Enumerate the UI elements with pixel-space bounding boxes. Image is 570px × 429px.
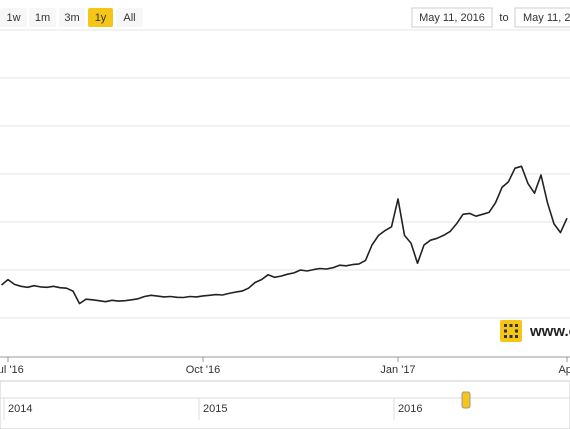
range-button-label[interactable]: 3m xyxy=(64,12,79,24)
navigator-labels: 2014 2015 2016 xyxy=(3,398,422,420)
navigator[interactable] xyxy=(0,380,570,429)
navigator-label: 2014 xyxy=(8,403,32,415)
from-date[interactable]: May 11, 2016 xyxy=(419,12,485,24)
x-tick-label: Oct '16 xyxy=(186,364,221,376)
x-tick-label: Jan '17 xyxy=(380,364,415,376)
range-button[interactable] xyxy=(59,8,85,27)
range-button[interactable] xyxy=(0,8,27,27)
range-button-label[interactable]: All xyxy=(123,12,135,24)
logo xyxy=(500,320,522,342)
range-button-label[interactable]: 1m xyxy=(35,12,50,24)
watermark: www.coindesk.com xyxy=(529,323,570,340)
range-button-label[interactable]: 1w xyxy=(6,12,20,24)
to-label: to xyxy=(499,12,508,24)
price-line xyxy=(0,165,568,305)
range-button-label[interactable]: 1y xyxy=(95,12,107,24)
range-button[interactable] xyxy=(116,8,143,27)
to-date[interactable]: May 11, 2017 xyxy=(523,12,570,24)
from-input[interactable] xyxy=(411,7,493,28)
navigator-label: 2015 xyxy=(203,403,227,415)
range-selector: 1w 1m 3m 1y All xyxy=(0,8,143,27)
to-input[interactable] xyxy=(514,7,570,28)
x-tick-label: Apr xyxy=(558,364,570,376)
x-tick-label: Jul '16 xyxy=(0,364,24,376)
navigator-handle[interactable] xyxy=(461,391,471,409)
logo-grid xyxy=(504,324,518,338)
grid xyxy=(0,29,570,319)
range-button[interactable] xyxy=(88,8,113,27)
range-button[interactable] xyxy=(29,8,56,27)
navigator-label: 2016 xyxy=(398,403,422,415)
